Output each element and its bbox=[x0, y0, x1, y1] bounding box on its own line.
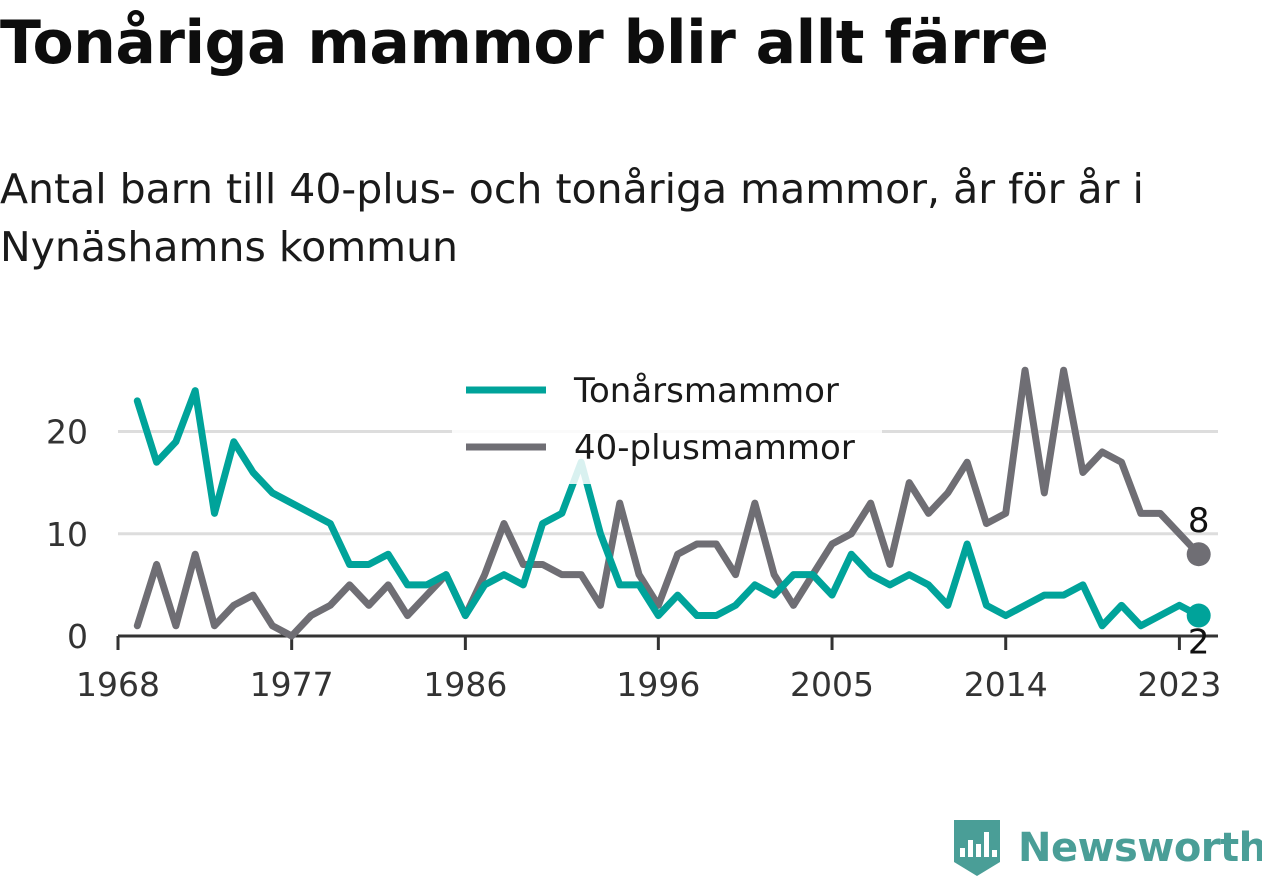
series-group bbox=[133, 366, 1203, 640]
x-tick-label: 2014 bbox=[964, 665, 1048, 704]
series-line-40-plusmammor bbox=[133, 366, 1203, 640]
legend: Tonårsmammor 40-plusmammor bbox=[452, 364, 882, 484]
legend-label-tonarsmammor: Tonårsmammor bbox=[573, 371, 839, 411]
x-tick-label: 2023 bbox=[1137, 665, 1221, 704]
chart-subtitle: Antal barn till 40-plus- och tonåriga ma… bbox=[0, 165, 1144, 271]
x-tick-label: 1986 bbox=[423, 665, 507, 704]
y-tick-label: 20 bbox=[46, 413, 88, 452]
x-tick-label: 1977 bbox=[250, 665, 334, 704]
y-tick-label: 0 bbox=[67, 617, 88, 656]
brand-name: Newsworthy bbox=[1018, 825, 1262, 871]
end-labels: 28 bbox=[1186, 501, 1211, 663]
x-tick-label: 1968 bbox=[76, 665, 160, 704]
legend-label-40-plusmammor: 40-plusmammor bbox=[574, 428, 855, 468]
x-tick-label: 1996 bbox=[616, 665, 700, 704]
end-point-tonarsmammor bbox=[1186, 603, 1211, 628]
series-line-tonarsmammor bbox=[133, 387, 1203, 630]
end-value-label: 8 bbox=[1188, 501, 1210, 541]
legend-background bbox=[452, 364, 882, 484]
chart-title: Tonåriga mammor blir allt färre bbox=[0, 8, 1049, 78]
newsworthy-logo-icon bbox=[954, 820, 1000, 876]
end-point-40-plusmammor bbox=[1186, 542, 1211, 567]
brand-logo: Newsworthy bbox=[952, 818, 1262, 878]
end-value-label: 2 bbox=[1188, 623, 1210, 663]
x-axis: 1968 1977 1986 1996 2005 2014 2023 bbox=[76, 634, 1221, 704]
y-tick-label: 10 bbox=[46, 515, 88, 554]
x-tick-label: 2005 bbox=[790, 665, 874, 704]
